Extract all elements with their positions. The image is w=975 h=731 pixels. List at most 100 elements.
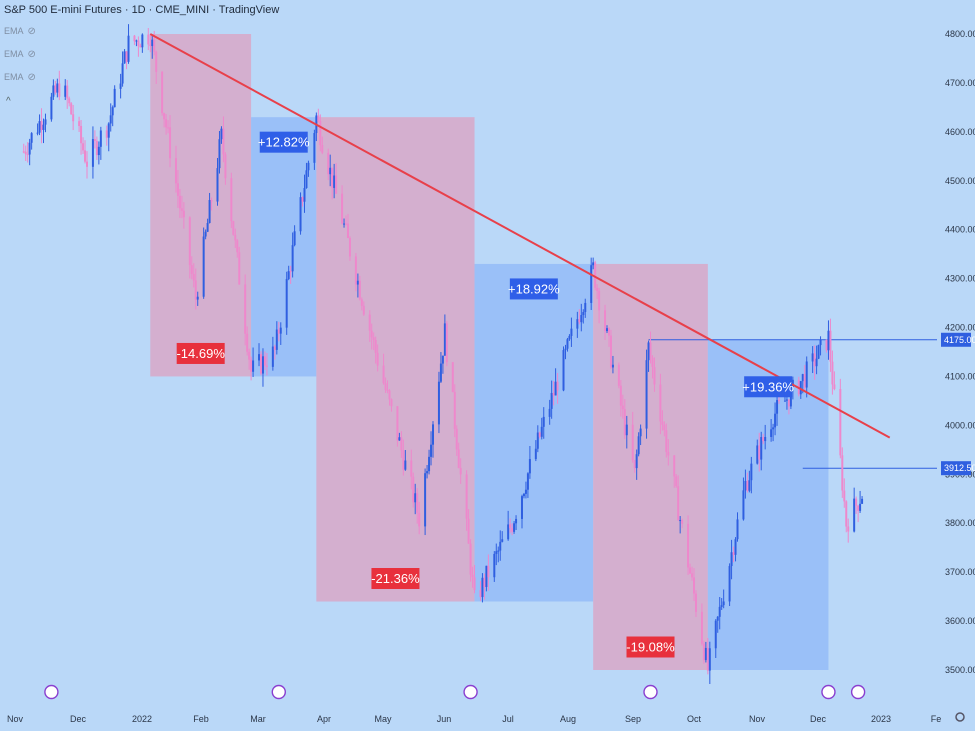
candle-body bbox=[857, 505, 860, 511]
candle-body bbox=[176, 183, 179, 196]
candle-body bbox=[285, 278, 288, 328]
candle-body bbox=[839, 389, 842, 456]
ema-indicator-1[interactable]: EMA ⊘ bbox=[4, 26, 36, 37]
candle-body bbox=[331, 167, 334, 188]
candle-body bbox=[360, 299, 363, 306]
candle-body bbox=[38, 121, 41, 133]
candle-body bbox=[133, 35, 136, 42]
candle-body bbox=[125, 51, 128, 62]
candle-body bbox=[833, 384, 836, 390]
candle-body bbox=[263, 356, 266, 366]
candle-body bbox=[119, 83, 122, 89]
candle-body bbox=[372, 337, 375, 340]
candle-body bbox=[598, 290, 601, 311]
candle-body bbox=[819, 339, 822, 346]
candle-body bbox=[271, 346, 274, 367]
candle-body bbox=[250, 359, 253, 372]
x-tick-label: 2023 bbox=[871, 714, 891, 724]
candle-body bbox=[550, 392, 553, 409]
candle-body bbox=[742, 490, 745, 520]
candle-body bbox=[619, 385, 622, 406]
candle-body bbox=[847, 526, 850, 532]
candle-body bbox=[279, 327, 282, 334]
candle-body bbox=[611, 364, 614, 368]
candle-body bbox=[85, 161, 88, 167]
candle-body bbox=[714, 620, 717, 649]
candle-body bbox=[208, 200, 211, 223]
candle-body bbox=[299, 197, 302, 232]
candle-body bbox=[554, 381, 557, 396]
candle-body bbox=[469, 543, 472, 575]
candle-body bbox=[137, 40, 140, 46]
candle-body bbox=[64, 85, 67, 97]
candle-body bbox=[459, 467, 462, 475]
candle-body bbox=[194, 280, 197, 300]
x-tick-label: Feb bbox=[193, 714, 209, 724]
hidden-eye-icon[interactable]: ⊘ bbox=[27, 72, 36, 83]
ema-indicator-3[interactable]: EMA ⊘ bbox=[4, 72, 36, 83]
candle-body bbox=[335, 175, 338, 194]
candle-body bbox=[259, 354, 262, 374]
candle-body bbox=[188, 217, 191, 266]
x-tick-label: Mar bbox=[250, 714, 266, 724]
zone-percent-label: -19.08% bbox=[626, 640, 675, 655]
collapse-chevron-icon[interactable]: ^ bbox=[6, 96, 11, 107]
candle-body bbox=[374, 339, 377, 353]
measure-zone bbox=[251, 117, 317, 377]
candle-body bbox=[730, 552, 733, 567]
candle-body bbox=[471, 574, 474, 578]
candle-body bbox=[659, 384, 662, 422]
candle-body bbox=[439, 363, 442, 382]
candle-body bbox=[861, 498, 864, 504]
settings-gear-icon[interactable] bbox=[955, 712, 965, 722]
candle-body bbox=[30, 133, 33, 143]
x-tick-label: Jul bbox=[502, 714, 514, 724]
candle-body bbox=[455, 428, 458, 450]
candle-body bbox=[661, 421, 664, 425]
candle-body bbox=[524, 489, 527, 494]
candle-body bbox=[70, 103, 73, 115]
candle-body bbox=[192, 273, 195, 281]
candle-body bbox=[190, 265, 193, 274]
x-tick-label: May bbox=[374, 714, 392, 724]
candle-body bbox=[513, 523, 516, 532]
candle-body bbox=[277, 329, 280, 334]
zone-percent-label: -21.36% bbox=[371, 571, 420, 586]
zone-percent-label: +18.92% bbox=[508, 281, 560, 296]
candle-body bbox=[487, 565, 490, 578]
candle-body bbox=[805, 361, 808, 388]
candle-body bbox=[346, 223, 349, 238]
candle-body bbox=[80, 125, 83, 144]
candle-body bbox=[273, 346, 276, 350]
measure-zone bbox=[316, 117, 475, 602]
candle-body bbox=[799, 381, 802, 395]
hidden-eye-icon[interactable]: ⊘ bbox=[27, 49, 36, 60]
hidden-eye-icon[interactable]: ⊘ bbox=[27, 26, 36, 37]
candle-body bbox=[416, 493, 419, 513]
candle-body bbox=[72, 114, 75, 122]
candle-body bbox=[651, 357, 654, 368]
candle-body bbox=[78, 121, 81, 126]
candle-body bbox=[855, 498, 858, 506]
candle-body bbox=[736, 519, 739, 540]
candle-body bbox=[224, 154, 227, 179]
candle-body bbox=[785, 399, 788, 401]
candle-body bbox=[368, 314, 371, 331]
candle-body bbox=[704, 647, 707, 661]
y-tick-label: 4800.00 bbox=[945, 29, 975, 39]
ema-indicator-2[interactable]: EMA ⊘ bbox=[4, 49, 36, 60]
candle-body bbox=[825, 339, 828, 351]
candle-body bbox=[663, 424, 666, 431]
candle-body bbox=[548, 408, 551, 417]
candle-body bbox=[770, 429, 773, 437]
y-tick-label: 3800.00 bbox=[945, 518, 975, 528]
candle-body bbox=[321, 145, 324, 153]
candle-body bbox=[26, 154, 29, 156]
candle-body bbox=[111, 107, 114, 116]
candle-body bbox=[694, 593, 697, 612]
candle-body bbox=[483, 577, 486, 588]
y-tick-label: 4100.00 bbox=[945, 371, 975, 381]
candle-body bbox=[202, 236, 205, 297]
trendline bbox=[149, 33, 891, 439]
